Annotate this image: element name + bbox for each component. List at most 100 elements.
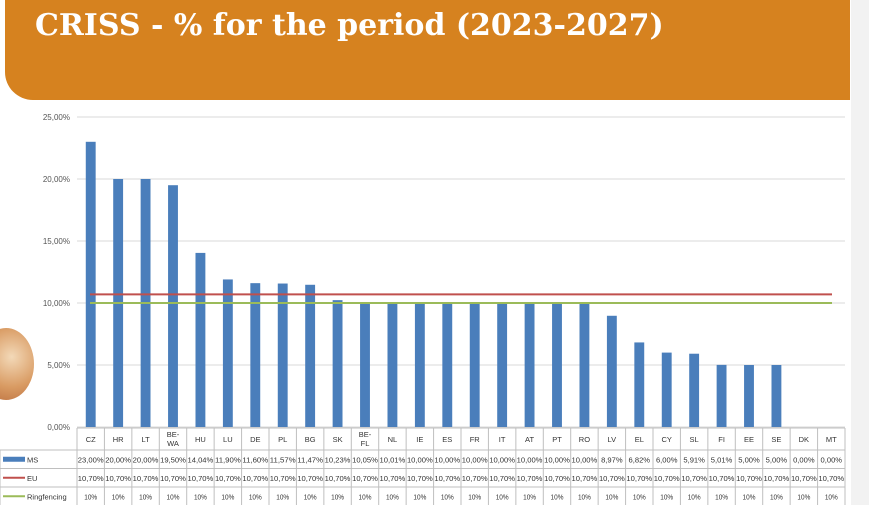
category-label: RO	[579, 435, 590, 444]
category-label: FR	[470, 435, 481, 444]
data-label: 6,82%	[629, 455, 651, 464]
bar-chart: 0,00% 5,00% 10,00% 15,00% 20,00% 25,00% CZ HR LT…	[0, 113, 846, 505]
data-label: 5,01%	[711, 455, 733, 464]
category-label: SE	[771, 435, 781, 444]
legend-key-ms	[3, 456, 25, 462]
y-tick-label: 10,00%	[43, 299, 70, 308]
bar-es	[442, 303, 453, 427]
data-label: 10%	[276, 492, 289, 501]
category-label: FI	[718, 435, 725, 444]
data-label: 10,70%	[489, 474, 515, 483]
category-label: AT	[525, 435, 534, 444]
data-label: 10,70%	[380, 474, 406, 483]
data-label: 10,70%	[160, 474, 186, 483]
category-label: LV	[608, 435, 617, 444]
data-label: 10,70%	[709, 474, 735, 483]
data-label: 5,91%	[683, 455, 705, 464]
category-label: NL	[388, 435, 398, 444]
data-label: 20,00%	[133, 455, 159, 464]
data-label: 11,90%	[215, 455, 241, 464]
data-label: 10%	[660, 492, 673, 501]
data-label: 10%	[688, 492, 701, 501]
legend-label-ringfencing: Ringfencing	[27, 492, 67, 501]
data-label: 10%	[605, 492, 618, 501]
data-label: 5,00%	[766, 455, 788, 464]
bar-at	[524, 303, 535, 427]
category-label: ES	[442, 435, 452, 444]
data-label: 10%	[84, 492, 97, 501]
data-label: 10%	[770, 492, 783, 501]
data-label: 10%	[551, 492, 564, 501]
bar-be-fl	[360, 302, 370, 427]
data-label: 10,70%	[215, 474, 241, 483]
bar-fi	[716, 364, 727, 427]
data-label: 10%	[194, 492, 207, 501]
bar-it	[497, 303, 508, 427]
category-label: CY	[662, 435, 672, 444]
data-label: 23,00%	[78, 455, 104, 464]
bar-cy	[661, 352, 672, 427]
data-label: 10,70%	[270, 474, 296, 483]
data-label: 10%	[578, 492, 591, 501]
data-label: 5,00%	[738, 455, 760, 464]
category-label: EE	[744, 435, 754, 444]
bar-de	[250, 283, 261, 427]
data-label: 0,00%	[821, 455, 843, 464]
category-label: HR	[113, 435, 124, 444]
data-label: 10,70%	[188, 474, 214, 483]
data-label: 10%	[633, 492, 646, 501]
category-label: BG	[305, 435, 316, 444]
data-label: 10,00%	[517, 455, 543, 464]
data-label: 10%	[468, 492, 481, 501]
bar-el	[634, 342, 645, 427]
data-label: 10,00%	[572, 455, 598, 464]
data-label: 10,70%	[242, 474, 268, 483]
data-label: 14,04%	[188, 455, 214, 464]
category-label: PL	[278, 435, 287, 444]
category-label: BE-	[167, 430, 180, 439]
data-label: 10%	[139, 492, 152, 501]
bar-pt	[552, 303, 562, 427]
data-label: 10%	[331, 492, 344, 501]
data-label: 10,70%	[78, 474, 104, 483]
category-label: LT	[141, 435, 150, 444]
data-label: 10%	[413, 492, 426, 501]
data-label: 10,70%	[133, 474, 159, 483]
bar-sl	[689, 353, 700, 427]
data-label: 10%	[167, 492, 180, 501]
data-label: 8,97%	[601, 455, 623, 464]
data-label: 10%	[496, 492, 509, 501]
category-label: LU	[223, 435, 233, 444]
category-label: PT	[552, 435, 562, 444]
data-label: 20,00%	[105, 455, 131, 464]
data-label: 10,70%	[736, 474, 762, 483]
legend-label-eu: EU	[27, 474, 37, 483]
y-tick-label: 0,00%	[47, 423, 70, 432]
y-tick-label: 20,00%	[43, 175, 70, 184]
page-title: CRISS - % for the period (2023-2027)	[35, 8, 664, 43]
data-label: 10%	[249, 492, 262, 501]
category-label: CZ	[86, 435, 96, 444]
data-label: 10,70%	[325, 474, 351, 483]
data-label: 10,00%	[407, 455, 433, 464]
data-label: 10,00%	[489, 455, 515, 464]
data-label: 10%	[221, 492, 234, 501]
category-label: MT	[826, 435, 837, 444]
bar-se	[771, 365, 782, 427]
bar-ie	[414, 303, 425, 427]
data-label: 10%	[441, 492, 454, 501]
data-label: 10,70%	[105, 474, 131, 483]
data-label: 6,00%	[656, 455, 678, 464]
data-label: 10%	[523, 492, 536, 501]
data-label: 10,01%	[380, 455, 406, 464]
data-label: 10,70%	[297, 474, 323, 483]
category-label: BE-	[359, 430, 372, 439]
data-label: 10,70%	[434, 474, 460, 483]
category-label: SL	[690, 435, 699, 444]
data-label: 10,70%	[517, 474, 543, 483]
category-label: FL	[361, 439, 370, 448]
bar-sk	[332, 300, 343, 427]
bar-be-wa	[168, 185, 178, 427]
data-label: 10,70%	[626, 474, 652, 483]
data-label: 10,00%	[544, 455, 570, 464]
